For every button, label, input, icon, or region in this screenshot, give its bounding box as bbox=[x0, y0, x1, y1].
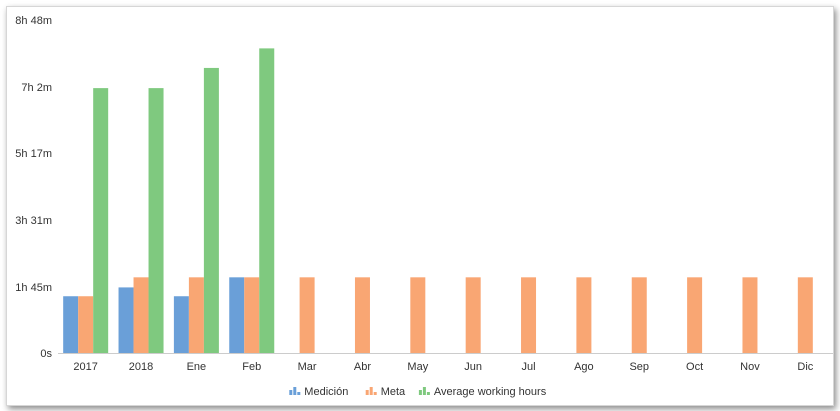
bar-medici-n bbox=[63, 296, 79, 353]
legend-bar-icon bbox=[418, 387, 430, 395]
y-tick-label: 3h 31m bbox=[15, 215, 52, 227]
bar-average-working-hours bbox=[203, 67, 219, 353]
x-tick-label: Mar bbox=[298, 361, 317, 373]
x-tick-label: Nov bbox=[740, 361, 760, 373]
x-tick-label: Jun bbox=[464, 361, 482, 373]
x-tick-label: Sep bbox=[629, 361, 649, 373]
x-tick-label: Oct bbox=[686, 361, 703, 373]
x-tick-label: 2018 bbox=[129, 361, 153, 373]
y-tick-label: 5h 17m bbox=[15, 148, 52, 160]
x-tick-label: 2017 bbox=[73, 361, 97, 373]
y-tick-label: 0s bbox=[40, 348, 52, 360]
bar-medici-n bbox=[173, 296, 189, 353]
bar-meta bbox=[133, 277, 149, 353]
bar-average-working-hours bbox=[93, 88, 109, 353]
bar-meta bbox=[78, 296, 94, 353]
x-tick-label: Ene bbox=[187, 361, 207, 373]
y-tick-label: 8h 48m bbox=[15, 15, 52, 27]
legend-bar-icon bbox=[365, 387, 377, 395]
bar-meta bbox=[188, 277, 204, 353]
x-tick-label: Ago bbox=[574, 361, 594, 373]
bar-meta bbox=[244, 277, 260, 353]
legend-label: Average working hours bbox=[434, 386, 547, 398]
legend-label: Meta bbox=[381, 386, 406, 398]
bar-average-working-hours bbox=[148, 88, 164, 353]
bar-meta bbox=[410, 277, 426, 353]
x-tick-label: Jul bbox=[522, 361, 536, 373]
bar-average-working-hours bbox=[259, 48, 275, 354]
bar-medici-n bbox=[229, 277, 245, 353]
bar-meta bbox=[521, 277, 537, 353]
x-tick-label: May bbox=[407, 361, 428, 373]
bar-meta bbox=[465, 277, 481, 353]
bar-meta bbox=[797, 277, 813, 353]
y-tick-label: 7h 2m bbox=[21, 82, 52, 94]
x-tick-label: Abr bbox=[354, 361, 371, 373]
legend-label: Medición bbox=[304, 386, 348, 398]
legend-bar-icon bbox=[289, 387, 301, 395]
bar-meta bbox=[299, 277, 315, 353]
x-tick-label: Feb bbox=[242, 361, 261, 373]
bar-meta bbox=[576, 277, 592, 353]
bar-medici-n bbox=[118, 287, 134, 353]
x-tick-label: Dic bbox=[797, 361, 813, 373]
bar-meta bbox=[354, 277, 370, 353]
y-tick-label: 1h 45m bbox=[15, 282, 52, 294]
bar-meta bbox=[742, 277, 758, 353]
bar-meta bbox=[631, 277, 647, 353]
bar-meta bbox=[687, 277, 703, 353]
